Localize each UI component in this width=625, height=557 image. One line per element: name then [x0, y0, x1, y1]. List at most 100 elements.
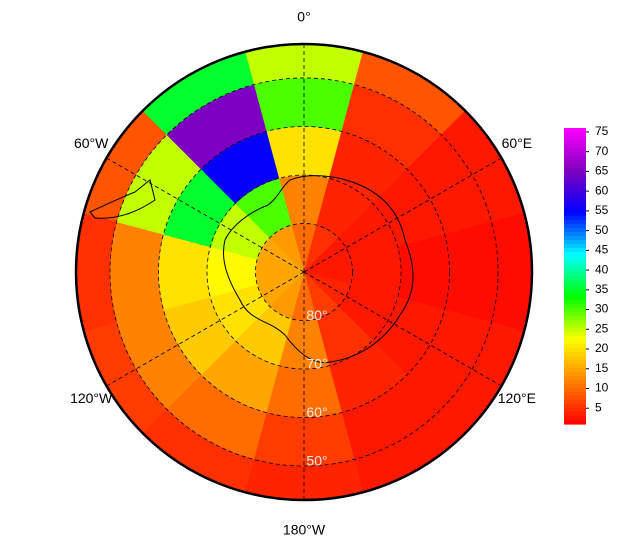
colorbar-label: 50: [595, 223, 609, 237]
colorbar-cell: [564, 268, 586, 273]
colorbar-cell: [564, 412, 586, 417]
colorbar-cell: [564, 184, 586, 189]
colorbar-cell: [564, 308, 586, 313]
colorbar-cell: [564, 348, 586, 353]
field-cell: [230, 44, 378, 85]
colorbar-cell: [564, 216, 586, 221]
colorbar-cell: [564, 236, 586, 241]
meridian-line: [106, 157, 305, 273]
colorbar-cell: [564, 168, 586, 173]
colorbar-cell: [564, 140, 586, 145]
colorbar-cell: [564, 176, 586, 181]
colorbar-cell: [564, 180, 586, 185]
colorbar-cell: [564, 196, 586, 201]
colorbar-cell: [564, 200, 586, 205]
colorbar-cell: [564, 388, 586, 393]
colorbar-cell: [564, 280, 586, 285]
colorbar-cell: [564, 248, 586, 253]
field-cell: [109, 221, 164, 323]
longitude-label: 60°E: [502, 135, 533, 151]
latitude-label: 80°: [306, 307, 327, 323]
colorbar-label: 30: [595, 302, 609, 316]
map-border: [74, 42, 534, 502]
colorbar-label: 75: [595, 124, 609, 138]
latitude-label: 50°: [306, 453, 327, 469]
colorbar-label: 70: [595, 144, 609, 158]
colorbar-cell: [564, 416, 586, 421]
latitude-line: [158, 126, 450, 418]
colorbar-cell: [564, 320, 586, 325]
coastline: [89, 179, 156, 219]
longitude-label: 180°W: [283, 522, 326, 538]
colorbar-cell: [564, 420, 586, 425]
colorbar-cell: [564, 364, 586, 369]
colorbar-cell: [564, 212, 586, 217]
colorbar-cell: [564, 368, 586, 373]
colorbar-label: 5: [595, 400, 602, 414]
colorbar-cell: [564, 312, 586, 317]
colorbar-cell: [564, 208, 586, 213]
colorbar-cell: [564, 292, 586, 297]
colorbar-label: 60: [595, 183, 609, 197]
colorbar-cell: [564, 400, 586, 405]
colorbar-label: 20: [595, 341, 609, 355]
colorbar-cell: [564, 136, 586, 141]
colorbar-cell: [564, 288, 586, 293]
colorbar-cell: [564, 244, 586, 249]
colorbar-cell: [564, 156, 586, 161]
colorbar-cell: [564, 160, 586, 165]
colorbar-cell: [564, 384, 586, 389]
colorbar-cell: [564, 232, 586, 237]
field-cell: [76, 198, 117, 346]
colorbar-cell: [564, 360, 586, 365]
colorbar-cell: [564, 408, 586, 413]
colorbar-cell: [564, 252, 586, 257]
colorbar-cell: [564, 228, 586, 233]
colorbar-cell: [564, 396, 586, 401]
colorbar-label: 15: [595, 361, 609, 375]
colorbar-cell: [564, 188, 586, 193]
colorbar-cell: [564, 324, 586, 329]
longitude-label: 0°: [297, 9, 310, 25]
colorbar-label: 65: [595, 164, 609, 178]
colorbar-label: 10: [595, 381, 609, 395]
meridian-line: [106, 271, 305, 387]
colorbar-cell: [564, 340, 586, 345]
colorbar-cell: [564, 164, 586, 169]
colorbar-cell: [564, 372, 586, 377]
colorbar-cell: [564, 152, 586, 157]
colorbar-cell: [564, 328, 586, 333]
colorbar-cell: [564, 144, 586, 149]
field-cell: [444, 221, 499, 323]
colorbar-cell: [564, 316, 586, 321]
meridian-line: [303, 157, 502, 273]
latitude-label: 60°: [306, 404, 327, 420]
latitude-line: [206, 174, 402, 370]
colorbar-cell: [564, 296, 586, 301]
colorbar-cell: [564, 300, 586, 305]
longitude-label: 60°W: [74, 135, 109, 151]
colorbar-label: 25: [595, 321, 609, 335]
colorbar-cell: [564, 356, 586, 361]
field-cell: [230, 459, 378, 500]
colorbar-cell: [564, 404, 586, 409]
colorbar-cell: [564, 256, 586, 261]
colorbar-cell: [564, 272, 586, 277]
colorbar-cell: [564, 132, 586, 137]
colorbar-cell: [564, 192, 586, 197]
colorbar-cell: [564, 336, 586, 341]
colorbar-cell: [564, 352, 586, 357]
latitude-label: 70°: [306, 356, 327, 372]
colorbar-cell: [564, 148, 586, 153]
field-cell: [158, 234, 211, 310]
longitude-label: 120°W: [70, 390, 113, 406]
colorbar-cell: [564, 284, 586, 289]
colorbar-cell: [564, 332, 586, 337]
latitude-line: [109, 77, 499, 467]
colorbar-cell: [564, 240, 586, 245]
colorbar-cell: [564, 128, 586, 133]
colorbar-cell: [564, 304, 586, 309]
colorbar-cell: [564, 204, 586, 209]
